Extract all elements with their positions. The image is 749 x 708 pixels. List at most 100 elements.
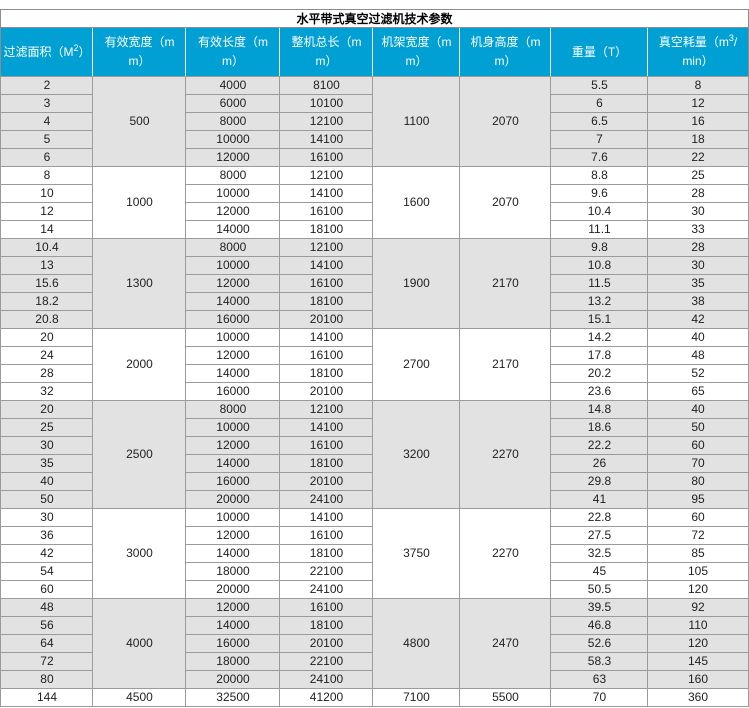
cell-total-length: 12100 bbox=[279, 166, 374, 185]
col-header-effective-length: 有效长度（mm） bbox=[185, 27, 281, 77]
cell-effective-width: 4000 bbox=[92, 598, 187, 689]
cell-vacuum-consumption: 145 bbox=[647, 652, 749, 671]
cell-vacuum-consumption: 72 bbox=[647, 526, 749, 545]
col-header-frame-width: 机架宽度（mm） bbox=[372, 27, 461, 77]
cell-vacuum-consumption: 33 bbox=[647, 220, 749, 239]
cell-vacuum-consumption: 28 bbox=[647, 184, 749, 203]
col-header-weight: 重量（T） bbox=[550, 27, 649, 77]
table-row: 25 10000 14100 18.6 50 bbox=[0, 418, 749, 437]
cell-filter-area: 8 bbox=[0, 166, 94, 185]
cell-frame-width: 7100 bbox=[372, 688, 461, 707]
cell-effective-length: 18000 bbox=[185, 562, 281, 581]
cell-vacuum-consumption: 35 bbox=[647, 274, 749, 293]
cell-effective-length: 12000 bbox=[185, 274, 281, 293]
cell-total-length: 12100 bbox=[279, 238, 374, 257]
cell-weight: 22.8 bbox=[550, 508, 649, 527]
table-row: 20 2500 8000 12100 3200 2270 14.8 40 bbox=[0, 400, 749, 509]
cell-body-height: 5500 bbox=[459, 688, 552, 707]
cell-vacuum-consumption: 18 bbox=[647, 130, 749, 149]
cell-effective-length: 12000 bbox=[185, 202, 281, 221]
table-row: 80 20000 24100 63 160 bbox=[0, 670, 749, 689]
cell-vacuum-consumption: 60 bbox=[647, 508, 749, 527]
cell-vacuum-consumption: 38 bbox=[647, 292, 749, 311]
cell-effective-length: 10000 bbox=[185, 328, 281, 347]
cell-effective-length: 10000 bbox=[185, 256, 281, 275]
cell-effective-width: 2500 bbox=[92, 400, 187, 509]
cell-filter-area: 42 bbox=[0, 544, 94, 563]
parameters-table: 水平带式真空过滤机技术参数 过滤面积（M2） 有效宽度（mm） 有效长度（mm） 整机… bbox=[0, 9, 749, 707]
cell-weight: 20.2 bbox=[550, 364, 649, 383]
cell-total-length: 18100 bbox=[279, 616, 374, 635]
cell-vacuum-consumption: 95 bbox=[647, 490, 749, 509]
cell-weight: 23.6 bbox=[550, 382, 649, 401]
cell-vacuum-consumption: 30 bbox=[647, 202, 749, 221]
cell-effective-length: 14000 bbox=[185, 292, 281, 311]
cell-effective-length: 12000 bbox=[185, 148, 281, 167]
cell-effective-length: 10000 bbox=[185, 508, 281, 527]
cell-total-length: 12100 bbox=[279, 112, 374, 131]
cell-total-length: 22100 bbox=[279, 652, 374, 671]
cell-total-length: 18100 bbox=[279, 544, 374, 563]
cell-weight: 32.5 bbox=[550, 544, 649, 563]
cell-effective-length: 14000 bbox=[185, 544, 281, 563]
cell-filter-area: 28 bbox=[0, 364, 94, 383]
cell-total-length: 18100 bbox=[279, 220, 374, 239]
cell-vacuum-consumption: 110 bbox=[647, 616, 749, 635]
cell-frame-width: 1900 bbox=[372, 238, 461, 329]
cell-effective-length: 16000 bbox=[185, 382, 281, 401]
cell-total-length: 14100 bbox=[279, 418, 374, 437]
cell-total-length: 10100 bbox=[279, 94, 374, 113]
cell-body-height: 2170 bbox=[459, 328, 552, 401]
table-row: 30 3000 10000 14100 3750 2270 22.8 60 bbox=[0, 508, 749, 599]
cell-total-length: 18100 bbox=[279, 292, 374, 311]
cell-weight: 29.8 bbox=[550, 472, 649, 491]
cell-vacuum-consumption: 28 bbox=[647, 238, 749, 257]
table-row: 12 12000 16100 10.4 30 bbox=[0, 202, 749, 221]
cell-frame-width: 3200 bbox=[372, 400, 461, 509]
cell-total-length: 24100 bbox=[279, 490, 374, 509]
cell-effective-length: 16000 bbox=[185, 634, 281, 653]
table-row: 60 20000 24100 50.5 120 bbox=[0, 580, 749, 599]
cell-body-height: 2170 bbox=[459, 238, 552, 329]
cell-weight: 9.8 bbox=[550, 238, 649, 257]
cell-filter-area: 4 bbox=[0, 112, 94, 131]
col-header-body-height: 机身高度（mm） bbox=[459, 27, 552, 77]
cell-filter-area: 20.8 bbox=[0, 310, 94, 329]
table-row: 5 10000 14100 7 18 bbox=[0, 130, 749, 149]
cell-frame-width: 4800 bbox=[372, 598, 461, 689]
cell-vacuum-consumption: 80 bbox=[647, 472, 749, 491]
cell-vacuum-consumption: 65 bbox=[647, 382, 749, 401]
cell-effective-length: 14000 bbox=[185, 220, 281, 239]
cell-effective-length: 32500 bbox=[185, 688, 281, 707]
cell-total-length: 24100 bbox=[279, 580, 374, 599]
cell-filter-area: 10.4 bbox=[0, 238, 94, 257]
cell-filter-area: 20 bbox=[0, 400, 94, 419]
cell-effective-length: 14000 bbox=[185, 364, 281, 383]
cell-filter-area: 10 bbox=[0, 184, 94, 203]
cell-vacuum-consumption: 22 bbox=[647, 148, 749, 167]
cell-frame-width: 1600 bbox=[372, 166, 461, 239]
cell-effective-length: 18000 bbox=[185, 652, 281, 671]
cell-weight: 7 bbox=[550, 130, 649, 149]
table-row: 32 16000 20100 23.6 65 bbox=[0, 382, 749, 401]
cell-weight: 10.4 bbox=[550, 202, 649, 221]
cell-body-height: 2270 bbox=[459, 508, 552, 599]
table-row: 35 14000 18100 26 70 bbox=[0, 454, 749, 473]
cell-vacuum-consumption: 120 bbox=[647, 580, 749, 599]
cell-effective-length: 20000 bbox=[185, 670, 281, 689]
cell-total-length: 20100 bbox=[279, 382, 374, 401]
table-row: 56 14000 18100 46.8 110 bbox=[0, 616, 749, 635]
table-row: 24 12000 16100 17.8 48 bbox=[0, 346, 749, 365]
cell-vacuum-consumption: 8 bbox=[647, 76, 749, 95]
cell-weight: 18.6 bbox=[550, 418, 649, 437]
cell-effective-length: 16000 bbox=[185, 310, 281, 329]
cell-vacuum-consumption: 105 bbox=[647, 562, 749, 581]
cell-weight: 70 bbox=[550, 688, 649, 707]
table-row: 14 14000 18100 11.1 33 bbox=[0, 220, 749, 239]
cell-total-length: 12100 bbox=[279, 400, 374, 419]
table-row: 40 16000 20100 29.8 80 bbox=[0, 472, 749, 491]
cell-vacuum-consumption: 40 bbox=[647, 400, 749, 419]
cell-frame-width: 3750 bbox=[372, 508, 461, 599]
cell-total-length: 16100 bbox=[279, 346, 374, 365]
cell-total-length: 20100 bbox=[279, 634, 374, 653]
